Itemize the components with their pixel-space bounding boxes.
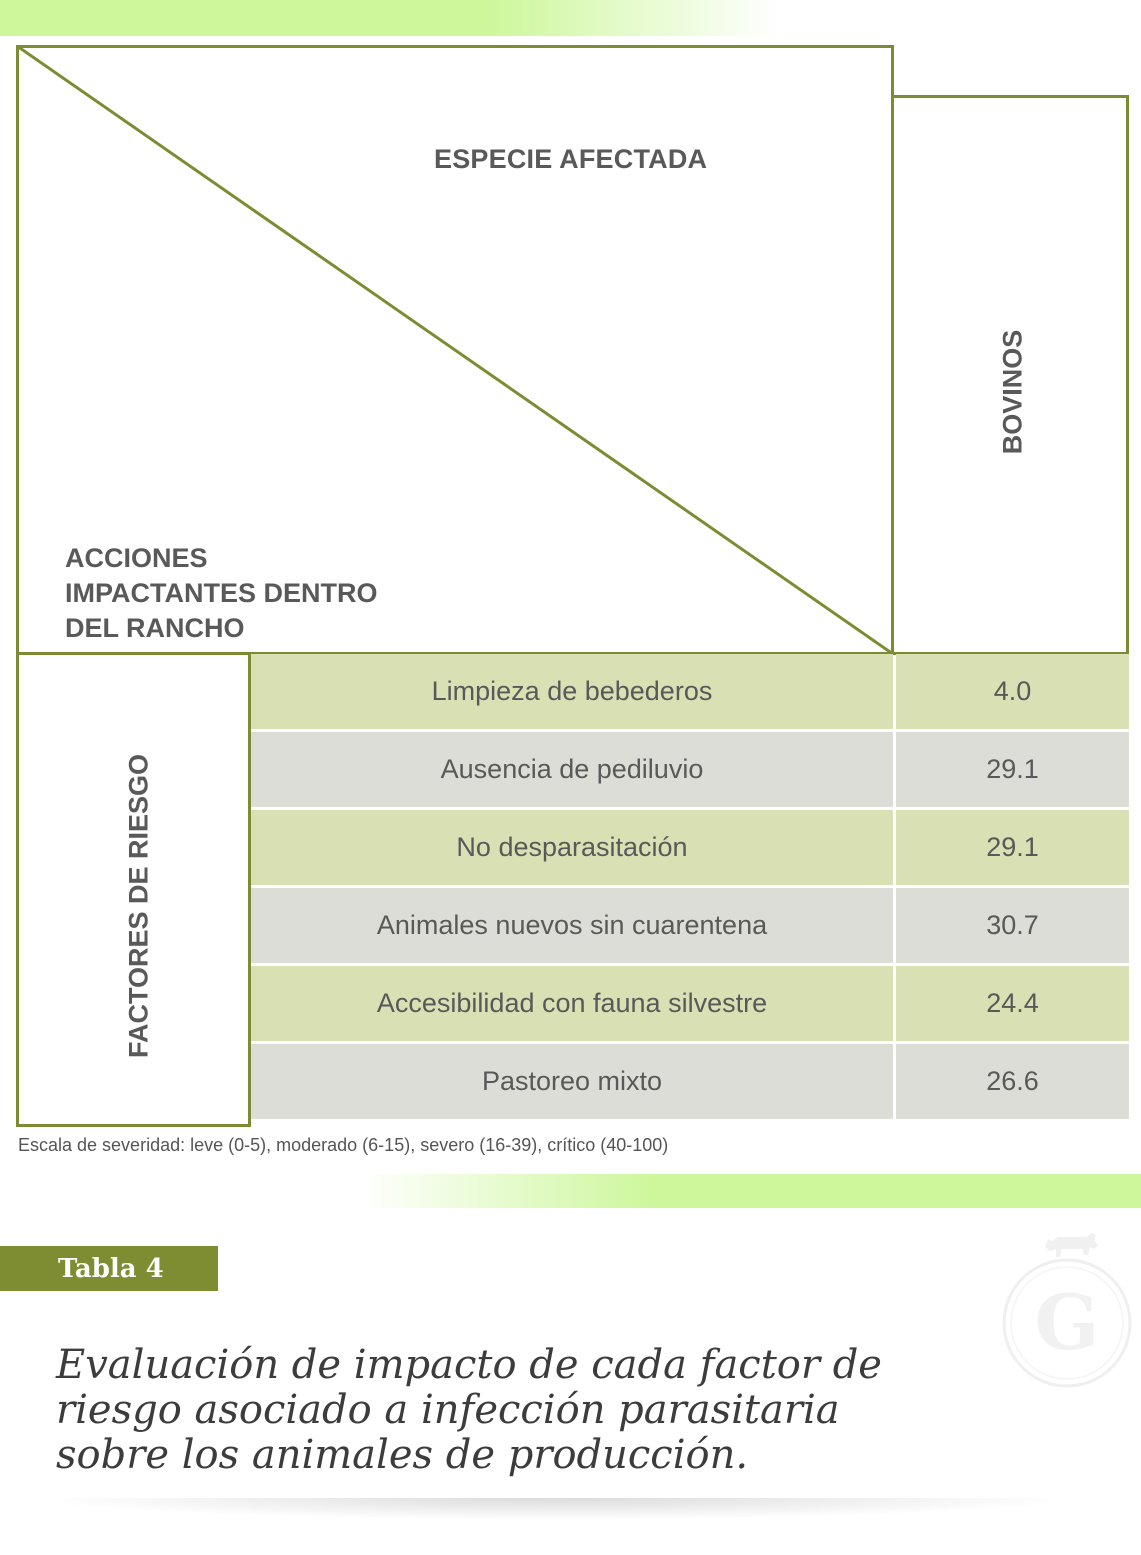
severity-footnote: Escala de severidad: leve (0-5), moderad…	[18, 1135, 669, 1155]
table-body: Limpieza de bebederos 4.0 Ausencia de pe…	[251, 654, 1129, 1122]
caption-shadow	[30, 1498, 1080, 1520]
value-cell: 24.4	[896, 966, 1129, 1041]
table-number-label: Tabla 4	[58, 1253, 164, 1284]
value-cell: 4.0	[896, 654, 1129, 729]
group-label: FACTORES DE RIESGO	[123, 753, 154, 1059]
publication-logo: G	[1002, 1233, 1132, 1388]
table-number-badge: Tabla 4	[0, 1246, 218, 1291]
value-cell: 30.7	[896, 888, 1129, 963]
table-row: Pastoreo mixto 26.6	[251, 1044, 1129, 1119]
row-header-label: ACCIONES IMPACTANTES DENTRO DEL RANCHO	[65, 541, 405, 646]
logo-letter: G	[1035, 1278, 1100, 1367]
diagonal-divider	[16, 45, 894, 656]
factor-cell: Limpieza de bebederos	[251, 654, 893, 729]
table-row: Animales nuevos sin cuarentena 30.7	[251, 888, 1129, 963]
cow-icon	[1045, 1233, 1098, 1257]
column-header-label: ESPECIE AFECTADA	[434, 144, 708, 174]
factor-cell: Accesibilidad con fauna silvestre	[251, 966, 893, 1041]
factor-cell: Pastoreo mixto	[251, 1044, 893, 1119]
factor-cell: Animales nuevos sin cuarentena	[251, 888, 893, 963]
table-caption: Evaluación de impacto de cada factor de …	[56, 1342, 882, 1478]
table-row: Accesibilidad con fauna silvestre 24.4	[251, 966, 1129, 1041]
species-label: BOVINOS	[997, 329, 1028, 455]
factor-cell: No desparasitación	[251, 810, 893, 885]
top-accent-band	[0, 0, 780, 36]
table-row: No desparasitación 29.1	[251, 810, 1129, 885]
row-header-text: ACCIONES IMPACTANTES DENTRO DEL RANCHO	[65, 543, 378, 643]
table-row: Ausencia de pediluvio 29.1	[251, 732, 1129, 807]
value-cell: 29.1	[896, 810, 1129, 885]
table-row: Limpieza de bebederos 4.0	[251, 654, 1129, 729]
table-header-cell	[16, 45, 894, 655]
species-header-cell	[894, 95, 1129, 655]
middle-accent-band	[360, 1174, 1141, 1208]
group-label-cell	[16, 654, 251, 1127]
value-cell: 26.6	[896, 1044, 1129, 1119]
factor-cell: Ausencia de pediluvio	[251, 732, 893, 807]
value-cell: 29.1	[896, 732, 1129, 807]
